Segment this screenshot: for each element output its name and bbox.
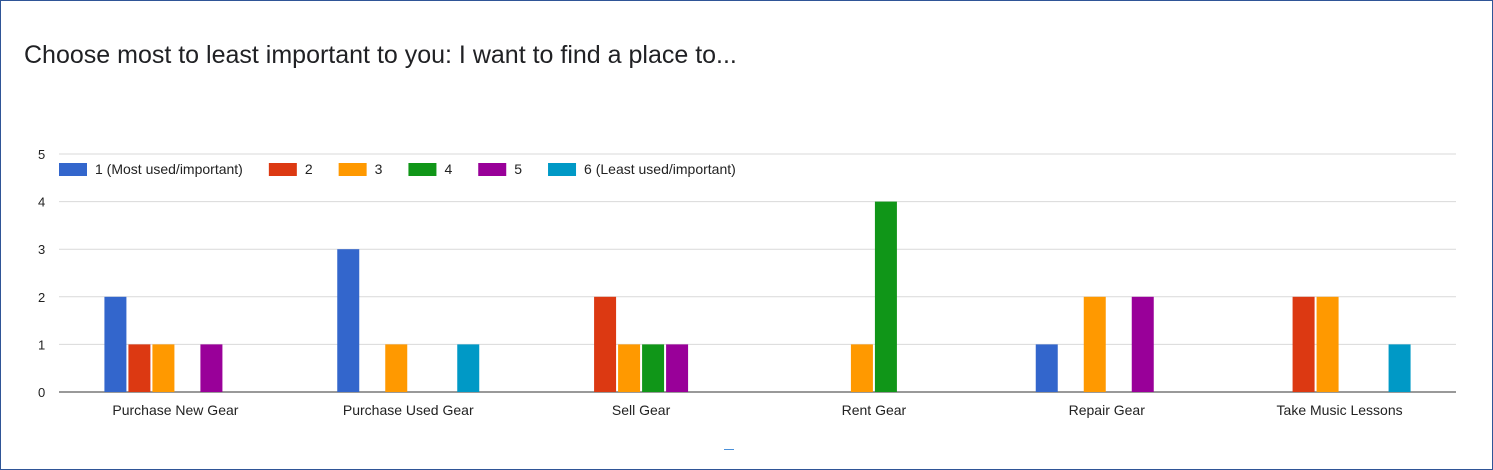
bar — [104, 296, 127, 392]
bar — [1388, 344, 1411, 392]
x-category-label: Take Music Lessons — [1277, 402, 1403, 418]
y-tick-label: 1 — [38, 337, 45, 352]
bar — [152, 344, 175, 392]
bar — [1035, 344, 1058, 392]
legend-swatch — [478, 163, 507, 176]
bar — [1083, 296, 1106, 392]
legend-label: 1 (Most used/important) — [95, 161, 243, 177]
legend-swatch — [268, 163, 297, 176]
y-axis-ticks: 0 1 2 3 4 5 — [38, 147, 45, 400]
legend-label: 3 — [375, 161, 383, 177]
bar — [874, 201, 897, 392]
x-category-label: Repair Gear — [1069, 402, 1146, 418]
y-tick-label: 3 — [38, 242, 45, 257]
bar — [337, 249, 360, 392]
legend-label: 6 (Least used/important) — [584, 161, 736, 177]
legend-swatch — [548, 163, 577, 176]
y-tick-label: 0 — [38, 385, 45, 400]
legend: 1 (Most used/important) 2 3 4 5 6 (Least used… — [59, 161, 736, 177]
y-tick-label: 4 — [38, 195, 45, 210]
x-category-label: Purchase New Gear — [112, 402, 238, 418]
x-category-label: Rent Gear — [842, 402, 907, 418]
legend-label: 5 — [514, 161, 522, 177]
bar — [666, 344, 689, 392]
chart-title: Choose most to least important to you: I… — [24, 41, 737, 69]
bar — [1316, 296, 1339, 392]
legend-swatch — [338, 163, 367, 176]
bar — [1292, 296, 1315, 392]
bar — [385, 344, 408, 392]
legend-swatch — [59, 163, 87, 176]
bar — [1131, 296, 1154, 392]
bar — [200, 344, 223, 392]
legend-label: 2 — [305, 161, 313, 177]
bar — [642, 344, 665, 392]
x-axis-labels: Purchase New Gear Purchase Used Gear Sell … — [112, 402, 1402, 418]
x-category-label: Purchase Used Gear — [343, 402, 474, 418]
legend-label: 4 — [444, 161, 452, 177]
bar — [594, 296, 617, 392]
bar — [618, 344, 641, 392]
bar — [850, 344, 873, 392]
x-category-label: Sell Gear — [612, 402, 671, 418]
bar — [457, 344, 480, 392]
scroll-indicator — [724, 449, 734, 450]
gridlines — [59, 153, 1456, 393]
bar — [128, 344, 151, 392]
y-tick-label: 5 — [38, 147, 45, 162]
legend-swatch — [408, 163, 437, 176]
bars — [104, 201, 1411, 392]
y-tick-label: 2 — [38, 290, 45, 305]
